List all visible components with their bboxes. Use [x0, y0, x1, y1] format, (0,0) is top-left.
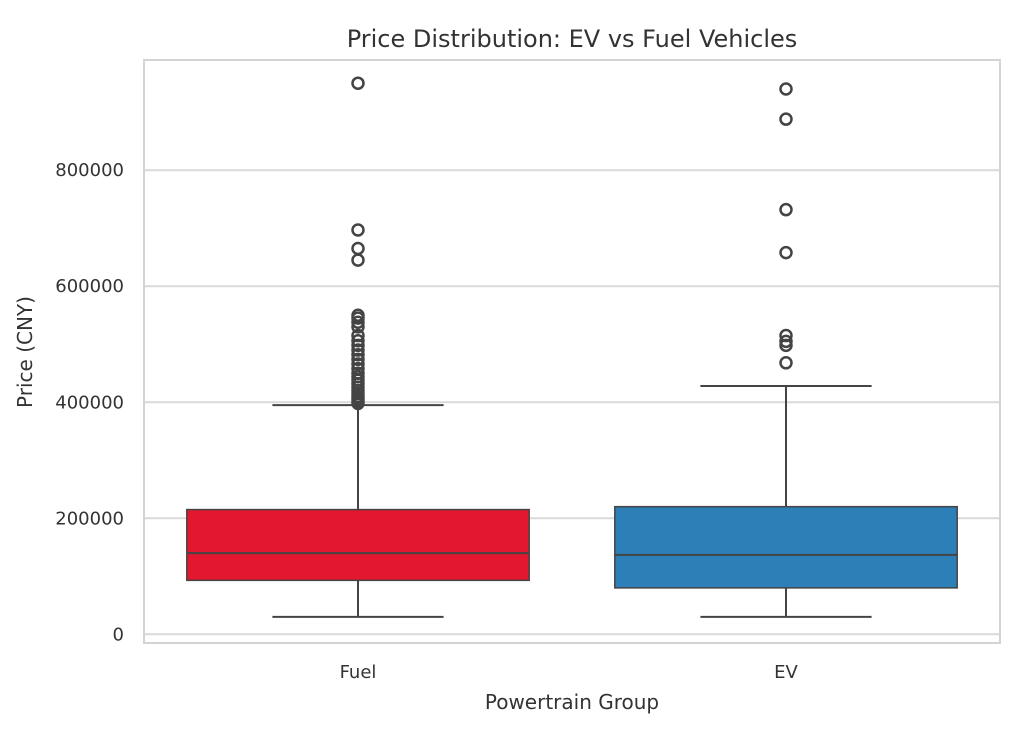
outlier-point: [351, 361, 365, 376]
x-tick-label: EV: [774, 662, 798, 683]
iqr-box: [614, 505, 958, 589]
x-tick-labels: Fuel EV: [340, 662, 799, 683]
outlier-point: [779, 334, 793, 349]
outlier-point: [351, 315, 365, 329]
outlier-point: [351, 241, 365, 256]
y-axis-label: Price (CNY): [13, 296, 37, 408]
y-tick-label: 400000: [55, 392, 124, 413]
plot-frame: [143, 59, 1001, 644]
outlier-point: [351, 328, 365, 343]
outlier-point: [779, 112, 793, 126]
outlier-point: [351, 253, 365, 267]
y-tick-label: 600000: [55, 276, 124, 297]
outlier-point: [779, 356, 793, 370]
y-tick-labels: 0 200000 400000 600000 800000: [55, 160, 124, 645]
outlier-point: [351, 347, 365, 362]
outlier-point: [351, 334, 365, 348]
outlier-point: [779, 202, 793, 217]
y-tick-label: 800000: [55, 160, 124, 181]
box-group-ev: [614, 82, 958, 618]
outlier-point: [351, 308, 365, 322]
outlier-point: [351, 366, 365, 381]
x-tick-label: Fuel: [340, 662, 377, 683]
outlier-point: [351, 343, 365, 357]
outlier-point: [779, 328, 793, 343]
outlier-point: [351, 357, 365, 371]
outlier-point: [779, 82, 793, 96]
x-axis-label: Powertrain Group: [485, 690, 659, 714]
chart-title: Price Distribution: EV vs Fuel Vehicles: [347, 25, 798, 53]
outlier-point: [351, 76, 365, 90]
box-group-fuel: [186, 76, 530, 618]
iqr-box: [186, 508, 530, 582]
outlier-point: [779, 245, 793, 260]
outlier-point: [351, 223, 365, 237]
y-tick-label: 0: [113, 624, 124, 645]
box-series: [186, 76, 958, 618]
y-tick-label: 200000: [55, 508, 124, 529]
outlier-point: [351, 352, 365, 367]
